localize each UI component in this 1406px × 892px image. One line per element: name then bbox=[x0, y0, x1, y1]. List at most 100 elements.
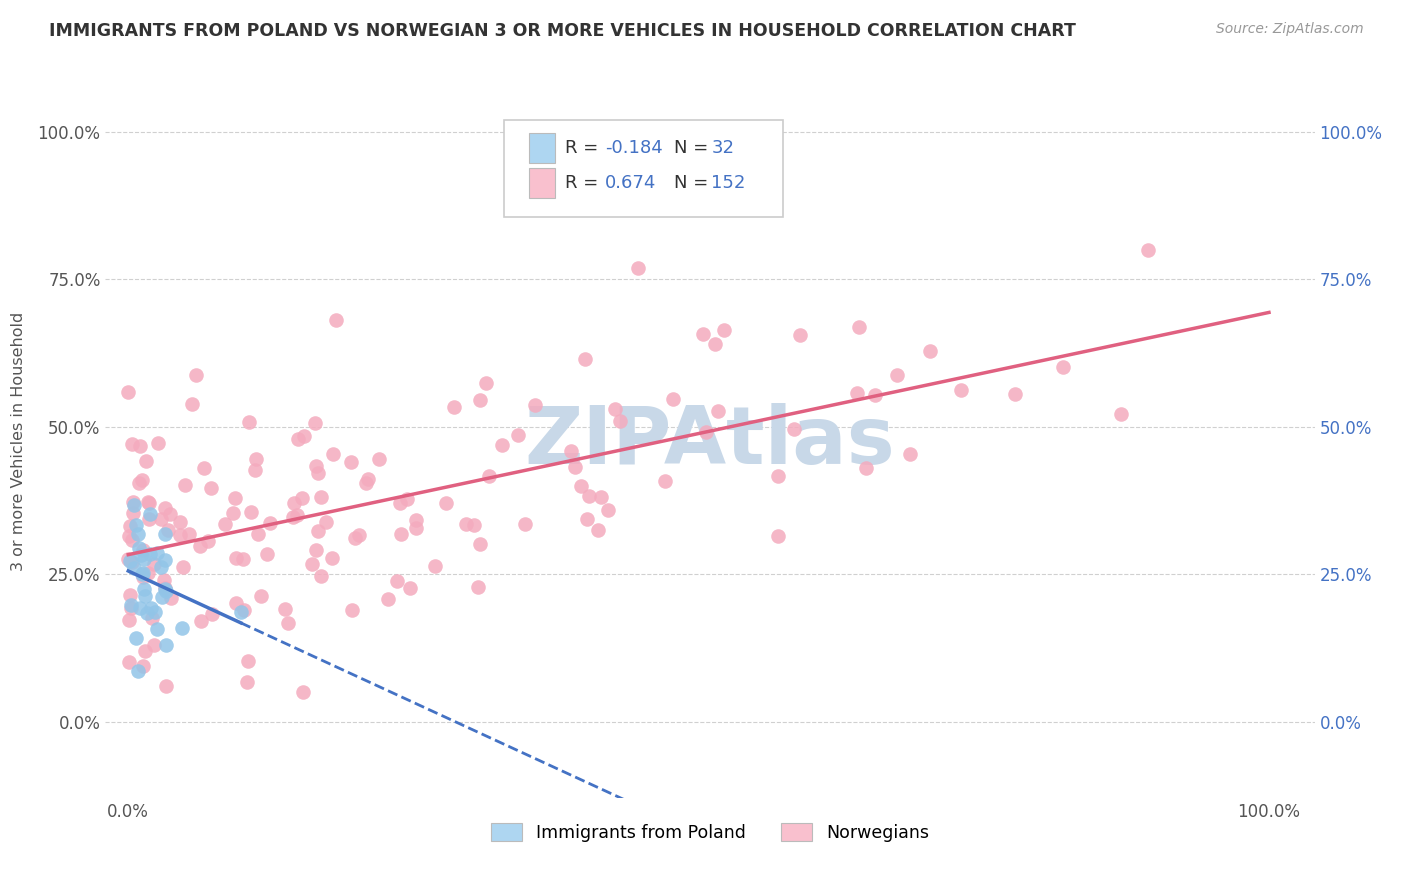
Point bbox=[132, 582, 155, 597]
Point bbox=[190, 614, 212, 628]
Point bbox=[292, 685, 315, 699]
Point bbox=[305, 543, 328, 558]
Point bbox=[174, 478, 197, 492]
Point bbox=[153, 582, 176, 596]
Point bbox=[136, 566, 159, 580]
Point bbox=[118, 613, 141, 627]
Point bbox=[304, 459, 326, 474]
Point bbox=[463, 517, 485, 532]
Point bbox=[703, 337, 725, 351]
Point bbox=[124, 518, 146, 533]
Point bbox=[139, 601, 162, 615]
Point bbox=[589, 491, 612, 505]
Point bbox=[117, 385, 139, 400]
FancyBboxPatch shape bbox=[529, 133, 555, 162]
Point bbox=[143, 557, 166, 571]
Point bbox=[575, 512, 598, 526]
Point bbox=[179, 526, 201, 541]
Point bbox=[285, 508, 308, 522]
Point bbox=[245, 451, 267, 466]
Point bbox=[523, 398, 546, 412]
Point bbox=[136, 494, 159, 508]
Point bbox=[159, 508, 181, 522]
Point bbox=[434, 496, 457, 510]
Point bbox=[150, 591, 173, 605]
Point bbox=[766, 528, 789, 542]
Point bbox=[1109, 407, 1132, 421]
Point bbox=[385, 574, 408, 589]
Point bbox=[214, 517, 236, 532]
Point bbox=[321, 551, 343, 566]
Point bbox=[1052, 359, 1074, 374]
Point bbox=[603, 402, 626, 417]
Point bbox=[121, 506, 143, 520]
Point bbox=[118, 655, 141, 669]
Point bbox=[301, 558, 323, 572]
Point bbox=[250, 590, 273, 604]
Point bbox=[129, 601, 152, 615]
Point bbox=[377, 591, 399, 606]
Text: 152: 152 bbox=[711, 174, 745, 192]
Point bbox=[169, 527, 191, 541]
Point bbox=[121, 555, 143, 569]
Point bbox=[155, 501, 177, 516]
Point bbox=[898, 447, 921, 461]
Point bbox=[848, 319, 870, 334]
Point bbox=[129, 439, 152, 453]
Point bbox=[236, 675, 259, 690]
Point bbox=[221, 507, 243, 521]
Point bbox=[124, 631, 146, 645]
Point bbox=[122, 494, 145, 508]
Point bbox=[118, 529, 141, 543]
Point bbox=[467, 580, 489, 594]
Point bbox=[132, 566, 155, 580]
Point bbox=[283, 510, 305, 524]
Point bbox=[229, 605, 252, 619]
Point bbox=[389, 526, 412, 541]
Point bbox=[287, 433, 309, 447]
Point bbox=[238, 415, 260, 429]
Point bbox=[120, 600, 142, 615]
Point bbox=[627, 261, 650, 276]
Point bbox=[259, 516, 281, 530]
Point bbox=[474, 376, 496, 391]
Point bbox=[153, 581, 176, 595]
Point bbox=[197, 533, 219, 548]
Point bbox=[322, 447, 344, 461]
Point bbox=[344, 531, 367, 545]
Text: Source: ZipAtlas.com: Source: ZipAtlas.com bbox=[1216, 22, 1364, 37]
Point bbox=[478, 469, 501, 483]
Point bbox=[201, 607, 224, 621]
Point bbox=[354, 476, 377, 491]
Point bbox=[950, 384, 973, 398]
Point bbox=[454, 516, 477, 531]
Point bbox=[662, 392, 685, 406]
Point bbox=[132, 543, 155, 558]
Point bbox=[1004, 386, 1026, 401]
Point bbox=[692, 326, 714, 341]
Point bbox=[122, 498, 145, 512]
Point bbox=[139, 507, 162, 521]
Point bbox=[120, 598, 142, 612]
Point bbox=[283, 496, 305, 510]
Point bbox=[240, 505, 263, 519]
Point bbox=[145, 546, 167, 560]
Point bbox=[307, 466, 329, 480]
Point bbox=[169, 516, 191, 530]
Point bbox=[134, 590, 156, 604]
Point bbox=[855, 460, 877, 475]
Point bbox=[146, 622, 169, 636]
Point bbox=[578, 489, 600, 503]
Point bbox=[315, 516, 337, 530]
Legend: Immigrants from Poland, Norwegians: Immigrants from Poland, Norwegians bbox=[482, 814, 938, 850]
Point bbox=[920, 343, 942, 358]
Text: 0.674: 0.674 bbox=[605, 174, 657, 192]
Point bbox=[136, 606, 159, 620]
Point bbox=[156, 524, 179, 538]
Point bbox=[340, 603, 363, 617]
Point bbox=[368, 452, 391, 467]
Point bbox=[160, 591, 183, 606]
Point bbox=[200, 482, 222, 496]
Point bbox=[134, 454, 156, 468]
Point bbox=[131, 473, 153, 487]
